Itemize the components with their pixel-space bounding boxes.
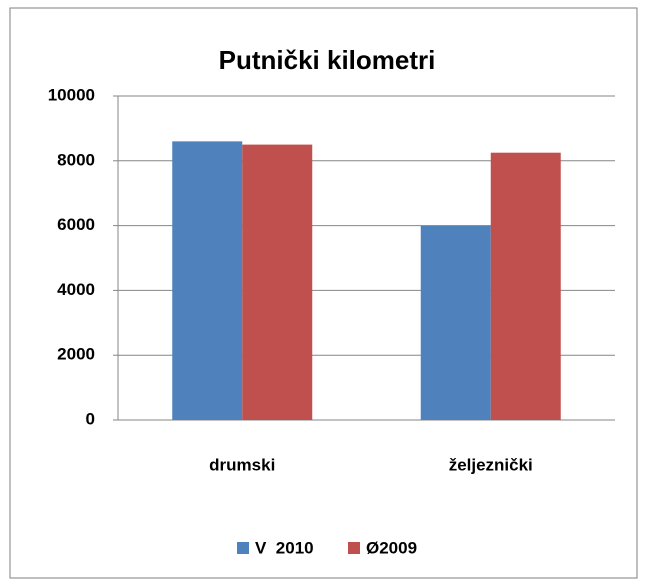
legend-label: Ø2009 xyxy=(366,538,417,557)
y-tick-label: 0 xyxy=(86,409,95,428)
chart-title: Putnički kilometri xyxy=(219,45,436,75)
bar xyxy=(242,144,313,420)
legend-label: V 2010 xyxy=(255,538,314,557)
bar xyxy=(420,225,491,420)
x-tick-label: drumski xyxy=(209,455,275,474)
bar xyxy=(172,141,243,421)
y-tick-label: 2000 xyxy=(57,345,95,364)
legend-swatch xyxy=(348,542,360,554)
y-tick-label: 6000 xyxy=(57,215,95,234)
bar xyxy=(490,152,561,420)
legend-swatch xyxy=(237,542,249,554)
y-tick-label: 8000 xyxy=(57,150,95,169)
y-tick-label: 10000 xyxy=(48,85,95,104)
x-tick-label: željeznički xyxy=(449,455,533,474)
y-tick-label: 4000 xyxy=(57,280,95,299)
